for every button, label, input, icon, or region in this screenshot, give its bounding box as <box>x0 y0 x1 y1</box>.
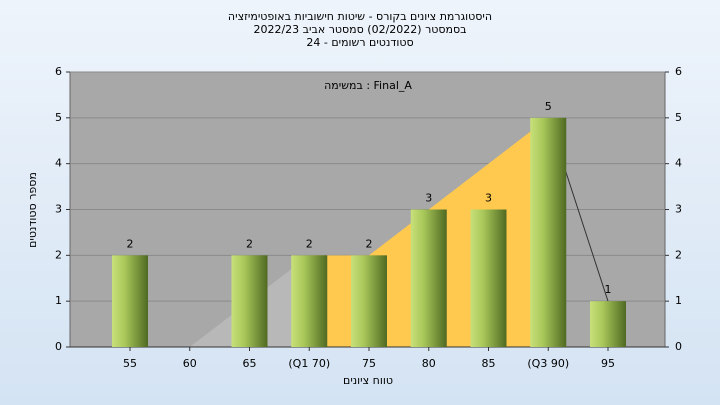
y-tick-label: 3 <box>55 203 62 216</box>
chart-subtitle: בסמסטר (02/2022) סמסטר אביב 2022/23 <box>253 23 466 36</box>
data-label: 5 <box>545 100 552 113</box>
x-tick-label: 95 <box>601 357 615 370</box>
y-tick-label: 2 <box>55 248 62 261</box>
bar <box>112 255 148 347</box>
data-label: 2 <box>127 237 134 250</box>
x-axis-label: טווח ציונים <box>343 374 393 387</box>
y2-tick-label: 6 <box>675 65 682 78</box>
data-label: 3 <box>485 192 492 205</box>
bar <box>291 255 328 347</box>
y2-tick-label: 1 <box>675 294 682 307</box>
trend-area <box>189 255 310 347</box>
data-label: 3 <box>425 192 432 205</box>
y2-tick-label: 3 <box>675 203 682 216</box>
x-tick-label: 80 <box>422 357 436 370</box>
annotation: במשימה : Final_A <box>324 79 412 92</box>
data-label: 2 <box>306 237 313 250</box>
y2-tick-label: 5 <box>675 111 682 124</box>
y-tick-label: 4 <box>55 157 62 170</box>
y2-tick-label: 4 <box>675 157 682 170</box>
x-tick-label: 60 <box>183 357 197 370</box>
bar <box>351 255 387 347</box>
y2-tick-label: 0 <box>675 340 682 353</box>
bar <box>231 255 268 347</box>
y2-tick-label: 2 <box>675 248 682 261</box>
chart-subtitle: סטודנטים רשומים - 24 <box>306 36 413 49</box>
data-label: 2 <box>246 237 253 250</box>
x-tick-label: 75 <box>362 357 376 370</box>
y-tick-label: 1 <box>55 294 62 307</box>
x-tick-label: 55 <box>123 357 137 370</box>
y-tick-label: 5 <box>55 111 62 124</box>
bar <box>410 209 447 347</box>
y-tick-label: 0 <box>55 340 62 353</box>
data-label: 1 <box>605 283 612 296</box>
x-tick-label: 85 <box>482 357 496 370</box>
y-tick-label: 6 <box>55 65 62 78</box>
y-axis-label: מספר סטודנטים <box>26 172 39 248</box>
x-tick-label: 65 <box>243 357 257 370</box>
bar <box>470 209 507 347</box>
x-tick-label: (Q1 70) <box>288 357 330 370</box>
x-tick-label: (Q3 90) <box>527 357 569 370</box>
chart-title: היסטוגרמת ציונים בקורס - שיטות חישוביות … <box>228 10 492 23</box>
bar <box>590 301 626 347</box>
data-label: 2 <box>366 237 373 250</box>
bar <box>530 117 567 347</box>
